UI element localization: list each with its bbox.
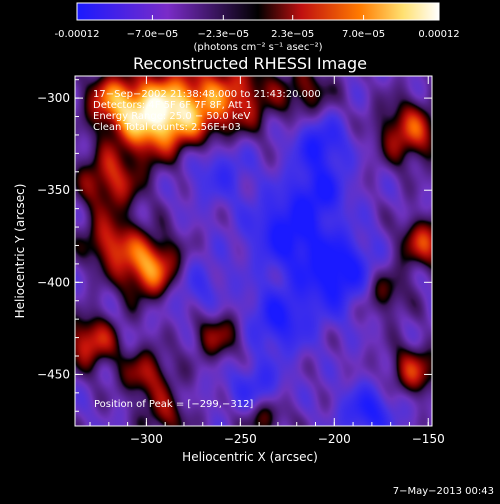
y-axis-label: Heliocentric Y (arcsec) <box>13 184 27 319</box>
info-line-detectors: Detectors: 4F 5F 6F 7F 8F, Att 1 <box>93 100 252 111</box>
colorbar-tick-label: 2.3e−05 <box>271 29 314 40</box>
colorbar <box>76 2 440 21</box>
timestamp-footer: 7−May−2013 00:43 <box>393 486 494 497</box>
plot-frame <box>74 75 433 427</box>
x-tick-label: −250 <box>224 432 257 446</box>
colorbar-tick-label: 7.0e−05 <box>342 29 385 40</box>
colorbar-tick-label: -0.00012 <box>55 29 100 40</box>
y-axis: −300 −350 −400 −450 <box>37 79 432 412</box>
y-tick-label: −400 <box>37 275 70 289</box>
colorbar-tick-label: −2.3e−05 <box>198 29 250 40</box>
colorbar-units-label: (photons cm⁻² s⁻¹ asec⁻²) <box>193 42 322 53</box>
y-tick-label: −300 <box>37 91 70 105</box>
x-tick-label: −300 <box>130 432 163 446</box>
info-overlay: 17−Sep−2002 21:38:48.000 to 21:43:20.000… <box>93 89 321 133</box>
x-tick-label: −150 <box>412 432 445 446</box>
x-axis: −300 −250 −200 −150 <box>89 76 445 446</box>
chart-title: Reconstructed RHESSI Image <box>133 54 367 73</box>
colorbar-tick-label: −7.0e−05 <box>127 29 179 40</box>
colorbar-ticks: -0.00012 −7.0e−05 −2.3e−05 2.3e−05 7.0e−05 0.… <box>55 15 460 40</box>
colorbar-tick-label: 0.00012 <box>418 29 459 40</box>
y-tick-label: −350 <box>37 183 70 197</box>
heatmap-image <box>75 76 432 426</box>
info-line-energy-range: Energy Range: 25.0 − 50.0 keV <box>93 111 250 122</box>
info-line-time-range: 17−Sep−2002 21:38:48.000 to 21:43:20.000 <box>93 89 321 100</box>
x-tick-label: −200 <box>318 432 351 446</box>
peak-position-label: Position of Peak = [−299,−312] <box>94 399 253 410</box>
x-axis-label: Heliocentric X (arcsec) <box>182 450 318 464</box>
y-tick-label: −450 <box>37 367 70 381</box>
info-line-clean-counts: Clean Total counts: 2.56E+03 <box>93 122 241 133</box>
